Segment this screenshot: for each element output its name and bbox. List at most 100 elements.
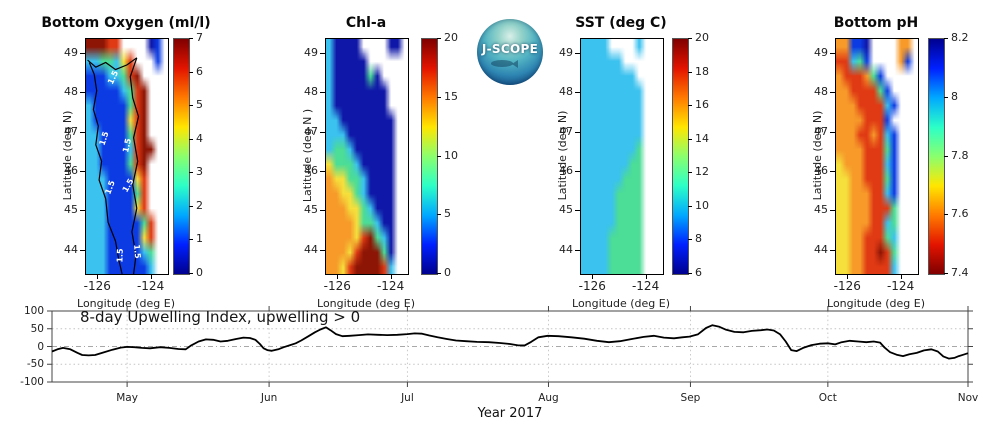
colorbar-tick-mark <box>688 71 692 73</box>
map-raster <box>836 39 918 274</box>
fish-icon <box>491 60 513 67</box>
lon-tick-label: -126 <box>578 279 606 293</box>
y-axis-label: Latitude (deg N) <box>811 110 824 200</box>
lat-tick-mark <box>320 249 325 251</box>
lat-tick-mark <box>80 131 85 133</box>
lat-tick-label: 48 <box>64 85 78 99</box>
lat-tick-label: 44 <box>304 242 318 256</box>
lat-tick-mark <box>80 171 85 172</box>
upwelling-month-label: Aug <box>538 392 559 404</box>
x-axis-label: Longitude (deg E) <box>827 297 925 310</box>
colorbar-tick-label: 5 <box>444 207 451 221</box>
colorbar-tick-label: 12 <box>695 165 709 179</box>
jscope-logo-label: J-SCOPE <box>481 42 539 56</box>
lat-tick-label: 48 <box>559 85 573 99</box>
x-axis-label: Longitude (deg E) <box>77 297 175 310</box>
map-title: Bottom pH <box>833 15 919 31</box>
colorbar <box>421 38 438 275</box>
colorbar-tick-label: 7.6 <box>951 207 969 221</box>
lat-tick-mark <box>320 171 325 172</box>
lat-tick-label: 48 <box>814 85 828 99</box>
upwelling-y-tick-label: 100 <box>23 305 44 317</box>
map-raster <box>581 39 663 274</box>
lat-tick-mark <box>830 171 835 172</box>
colorbar-tick-label: 8 <box>695 232 702 246</box>
lon-tick-mark <box>847 274 849 279</box>
lat-tick-label: 44 <box>814 242 828 256</box>
map-title: Bottom Oxygen (ml/l) <box>41 15 211 31</box>
lat-tick-label: 46 <box>559 164 573 177</box>
upwelling-title: 8-day Upwelling Index, upwelling > 0 <box>80 308 361 326</box>
lat-tick-mark <box>575 249 580 251</box>
colorbar-tick-label: 10 <box>444 148 458 162</box>
colorbar-tick-mark <box>189 138 193 140</box>
lat-tick-label: 49 <box>304 46 318 60</box>
lat-tick-label: 47 <box>64 124 78 138</box>
colorbar-tick-label: 16 <box>695 98 709 112</box>
colorbar-tick-label: 5 <box>196 98 203 112</box>
lat-tick-label: 49 <box>64 46 78 60</box>
lat-tick-mark <box>320 210 325 212</box>
lon-tick-label: -126 <box>323 279 351 293</box>
colorbar-tick-mark <box>189 38 193 39</box>
colorbar-tick-label: 18 <box>695 64 709 78</box>
lon-tick-mark <box>390 274 392 279</box>
map-title: SST (deg C) <box>575 15 667 31</box>
lon-tick-label: -124 <box>886 279 915 293</box>
lat-tick-mark <box>320 53 325 55</box>
colorbar-tick-mark <box>437 273 441 274</box>
lat-tick-mark <box>80 249 85 251</box>
upwelling-y-tick-label: 50 <box>30 322 44 335</box>
colorbar-tick-label: 0 <box>444 266 451 279</box>
colorbar <box>928 38 945 275</box>
colorbar-tick-label: 7 <box>196 31 203 44</box>
upwelling-y-tick-label: -50 <box>26 358 44 371</box>
colorbar-tick-mark <box>688 138 692 140</box>
lon-tick-mark <box>337 274 339 279</box>
upwelling-y-tick-label: -100 <box>20 376 44 388</box>
lat-tick-mark <box>830 210 835 212</box>
lat-tick-mark <box>575 171 580 172</box>
lat-tick-label: 49 <box>814 46 828 60</box>
lat-tick-label: 44 <box>559 242 573 256</box>
upwelling-month-label: Jun <box>260 392 278 404</box>
colorbar-tick-mark <box>944 273 948 274</box>
lat-tick-mark <box>80 210 85 212</box>
oxygen-contour-lines <box>87 57 140 274</box>
lat-tick-label: 45 <box>559 203 573 217</box>
lon-tick-mark <box>592 274 594 279</box>
colorbar-tick-label: 20 <box>444 31 458 44</box>
colorbar-tick-label: 4 <box>196 131 203 145</box>
colorbar-tick-mark <box>688 239 692 241</box>
lat-tick-mark <box>830 53 835 55</box>
upwelling-y-tick-label: 0 <box>37 340 44 353</box>
lon-tick-label: -124 <box>136 279 165 293</box>
upwelling-month-label: May <box>116 392 138 404</box>
upwelling-plot <box>47 306 973 387</box>
map-plot-area <box>835 38 919 275</box>
colorbar-tick-mark <box>189 105 193 107</box>
map-title: Chl-a <box>345 15 387 31</box>
colorbar-tick-mark <box>437 96 441 98</box>
upwelling-month-label: Nov <box>957 392 979 404</box>
lat-tick-label: 46 <box>304 164 318 177</box>
lat-tick-mark <box>830 249 835 251</box>
lon-tick-label: -124 <box>631 279 660 293</box>
map-raster <box>326 39 408 274</box>
lat-tick-label: 46 <box>64 164 78 177</box>
colorbar-tick-mark <box>688 38 692 39</box>
upwelling-month-label: Oct <box>818 392 837 404</box>
lon-tick-label: -124 <box>376 279 405 293</box>
lat-tick-label: 45 <box>814 203 828 217</box>
colorbar-tick-mark <box>688 273 692 274</box>
contour-value-label: 1.5 <box>132 243 143 259</box>
lon-tick-label: -126 <box>833 279 861 293</box>
lat-tick-mark <box>80 53 85 55</box>
colorbar-tick-mark <box>437 38 441 39</box>
lat-tick-mark <box>320 92 325 94</box>
lon-tick-label: -126 <box>83 279 111 293</box>
upwelling-month-label: Sep <box>680 392 701 404</box>
map-plot-area <box>580 38 664 275</box>
colorbar-tick-label: 7.4 <box>951 266 969 279</box>
